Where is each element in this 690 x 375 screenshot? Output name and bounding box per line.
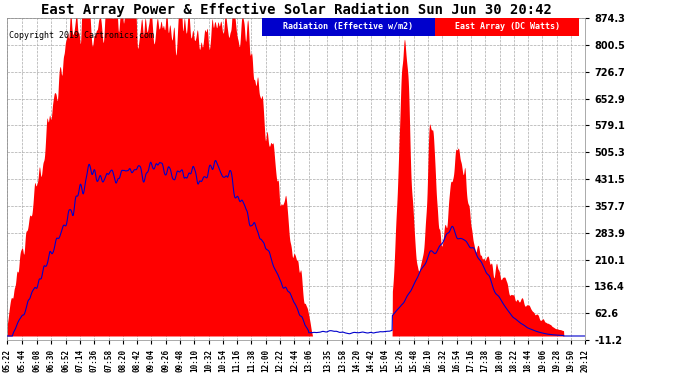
FancyBboxPatch shape (435, 18, 580, 36)
Text: Radiation (Effective w/m2): Radiation (Effective w/m2) (284, 22, 413, 32)
FancyBboxPatch shape (262, 18, 435, 36)
Text: East Array (DC Watts): East Array (DC Watts) (455, 22, 560, 32)
Text: Copyright 2019 Cartronics.com: Copyright 2019 Cartronics.com (9, 31, 154, 40)
Title: East Array Power & Effective Solar Radiation Sun Jun 30 20:42: East Array Power & Effective Solar Radia… (41, 3, 552, 17)
